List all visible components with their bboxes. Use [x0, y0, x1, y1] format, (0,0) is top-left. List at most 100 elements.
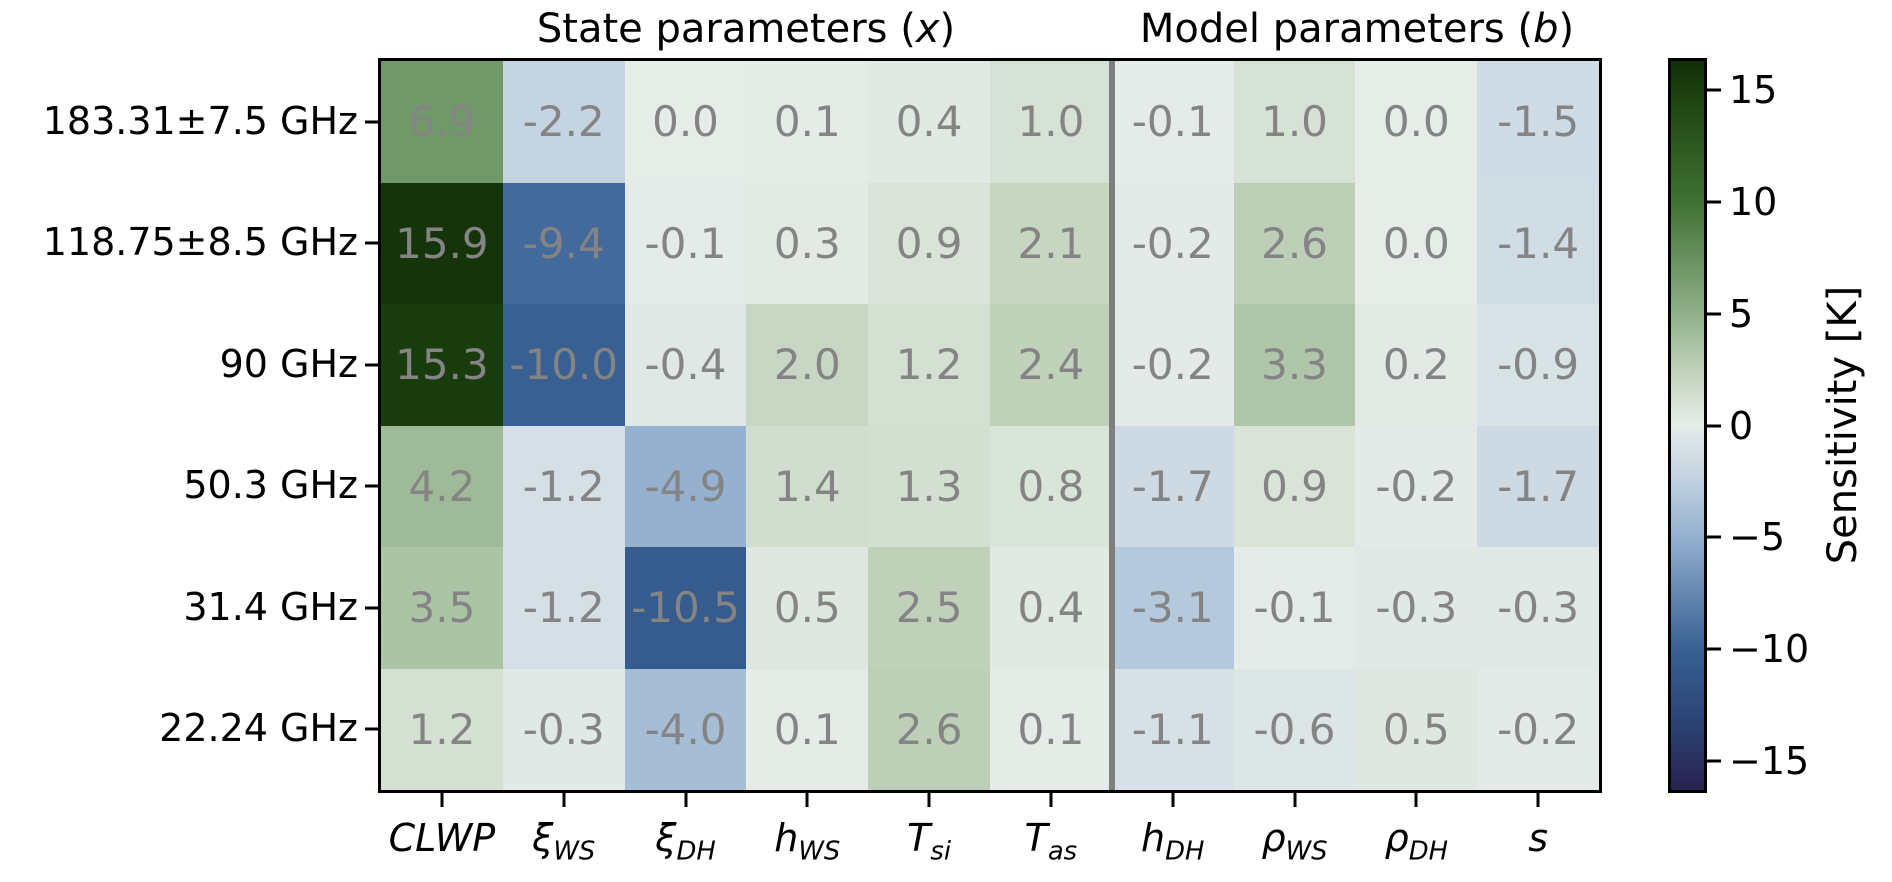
heatmap-cell: 1.2	[381, 668, 503, 790]
x-tick	[1414, 793, 1418, 807]
colorbar	[1668, 58, 1707, 793]
cell-value: 0.4	[1017, 583, 1085, 633]
cell-value: -0.2	[1497, 704, 1580, 754]
cell-value: 0.1	[1017, 704, 1085, 754]
cell-value: -0.3	[1375, 583, 1458, 633]
colorbar-gradient	[1671, 61, 1704, 790]
state-title-suffix: )	[939, 6, 956, 52]
cell-value: 15.9	[395, 218, 489, 268]
y-tick	[365, 727, 379, 731]
column-label-symbol: ξ	[655, 816, 677, 860]
colorbar-tick	[1707, 647, 1721, 651]
state-parameters-title: State parameters (x)	[537, 6, 955, 52]
heatmap-plot-area: 6.9 -2.2 0.0 0.1 0.4 1.0 -0.1 1.0 0.0 -1.5 15.9 -9.…	[378, 58, 1602, 793]
colorbar-tick-label: 5	[1729, 291, 1754, 336]
heatmap-cell: 0.9	[868, 182, 990, 304]
colorbar-tick	[1707, 424, 1721, 427]
heatmap-cell: -0.2	[1355, 425, 1478, 547]
heatmap-cell: 0.2	[1355, 304, 1478, 426]
heatmap-cell: 3.5	[381, 547, 503, 669]
colorbar-tick	[1707, 200, 1721, 204]
heatmap-cell: -0.2	[1477, 668, 1599, 790]
cell-value: 2.5	[895, 583, 963, 633]
cell-value: 1.3	[895, 461, 963, 511]
heatmap-cell: -0.9	[1477, 304, 1599, 426]
heatmap-cell: -1.2	[502, 425, 625, 547]
heatmap-cell: -10.0	[502, 304, 625, 426]
heatmap-cell: 0.1	[990, 668, 1112, 790]
cell-value: -9.4	[522, 218, 605, 268]
cell-value: -0.1	[644, 218, 727, 268]
heatmap-grid: 6.9 -2.2 0.0 0.1 0.4 1.0 -0.1 1.0 0.0 -1.5 15.9 -9.…	[381, 61, 1599, 790]
x-tick	[1293, 793, 1296, 807]
state-title-prefix: State parameters (	[536, 6, 916, 52]
cell-value: -0.2	[1375, 461, 1458, 511]
row-label: 90 GHz	[219, 341, 358, 386]
cell-value: -10.5	[631, 583, 740, 633]
row-label: 22.24 GHz	[159, 706, 358, 751]
heatmap-cell: 1.0	[990, 61, 1112, 183]
heatmap-cell: 1.4	[746, 425, 869, 547]
heatmap-cell: -3.1	[1111, 547, 1234, 669]
cell-value: -0.2	[1131, 218, 1214, 268]
heatmap-cell: 0.4	[868, 61, 990, 183]
cell-value: -4.0	[644, 704, 727, 754]
cell-value: 0.3	[773, 218, 841, 268]
cell-value: -0.4	[644, 340, 727, 390]
heatmap-cell: -0.6	[1233, 668, 1356, 790]
column-label-symbol: T	[1024, 816, 1048, 860]
heatmap-cell: 2.1	[990, 182, 1112, 304]
heatmap-cell: -0.3	[1477, 547, 1599, 669]
cell-value: 2.1	[1017, 218, 1085, 268]
column-label: Tas	[1024, 816, 1078, 865]
column-label: hWS	[774, 816, 840, 865]
column-label: hDH	[1141, 816, 1204, 865]
cell-value: -0.3	[1497, 583, 1580, 633]
column-label-subscript: DH	[1165, 836, 1205, 867]
cell-value: -0.6	[1253, 704, 1336, 754]
heatmap-cell: 3.3	[1233, 304, 1356, 426]
cell-value: -1.5	[1497, 97, 1580, 147]
colorbar-tick	[1707, 88, 1721, 92]
cell-value: 1.0	[1017, 97, 1085, 147]
heatmap-cell: 1.3	[868, 425, 990, 547]
cell-value: 4.2	[408, 461, 476, 511]
model-title-suffix: )	[1558, 6, 1575, 52]
heatmap-cell: -9.4	[502, 182, 625, 304]
cell-value: 0.5	[773, 583, 841, 633]
cell-value: -1.1	[1131, 704, 1214, 754]
column-label-symbol: CLWP	[388, 816, 496, 860]
column-label: ρDH	[1385, 816, 1448, 865]
cell-value: 2.6	[895, 704, 963, 754]
model-parameters-title: Model parameters (b)	[1140, 6, 1574, 52]
state-model-separator-line	[1109, 61, 1115, 790]
cell-value: 0.0	[1382, 97, 1450, 147]
cell-value: 1.4	[773, 461, 841, 511]
cell-value: 2.0	[773, 340, 841, 390]
row-label: 183.31±7.5 GHz	[42, 98, 358, 143]
colorbar-tick	[1707, 759, 1721, 763]
cell-value: 0.1	[773, 97, 841, 147]
x-tick	[440, 793, 444, 807]
heatmap-cell: -0.4	[624, 304, 747, 426]
x-tick	[562, 793, 566, 807]
colorbar-tick-label: −10	[1729, 627, 1810, 672]
heatmap-cell: -2.2	[502, 61, 625, 183]
heatmap-cell: 0.0	[1355, 61, 1478, 183]
colorbar-tick	[1707, 312, 1721, 316]
cell-value: -4.9	[644, 461, 727, 511]
heatmap-cell: -1.7	[1111, 425, 1234, 547]
colorbar-tick-label: −5	[1729, 515, 1786, 560]
heatmap-cell: -1.7	[1477, 425, 1599, 547]
cell-value: -3.1	[1131, 583, 1214, 633]
colorbar-tick-label: 0	[1729, 403, 1754, 448]
row-label: 31.4 GHz	[183, 584, 358, 629]
heatmap-cell: -10.5	[624, 547, 747, 669]
column-label-subscript: DH	[676, 836, 716, 867]
heatmap-cell: 1.0	[1233, 61, 1356, 183]
y-tick	[365, 241, 379, 245]
column-label-symbol: ξ	[532, 816, 554, 860]
column-label: ξDH	[655, 816, 716, 865]
cell-value: 0.0	[652, 97, 719, 147]
